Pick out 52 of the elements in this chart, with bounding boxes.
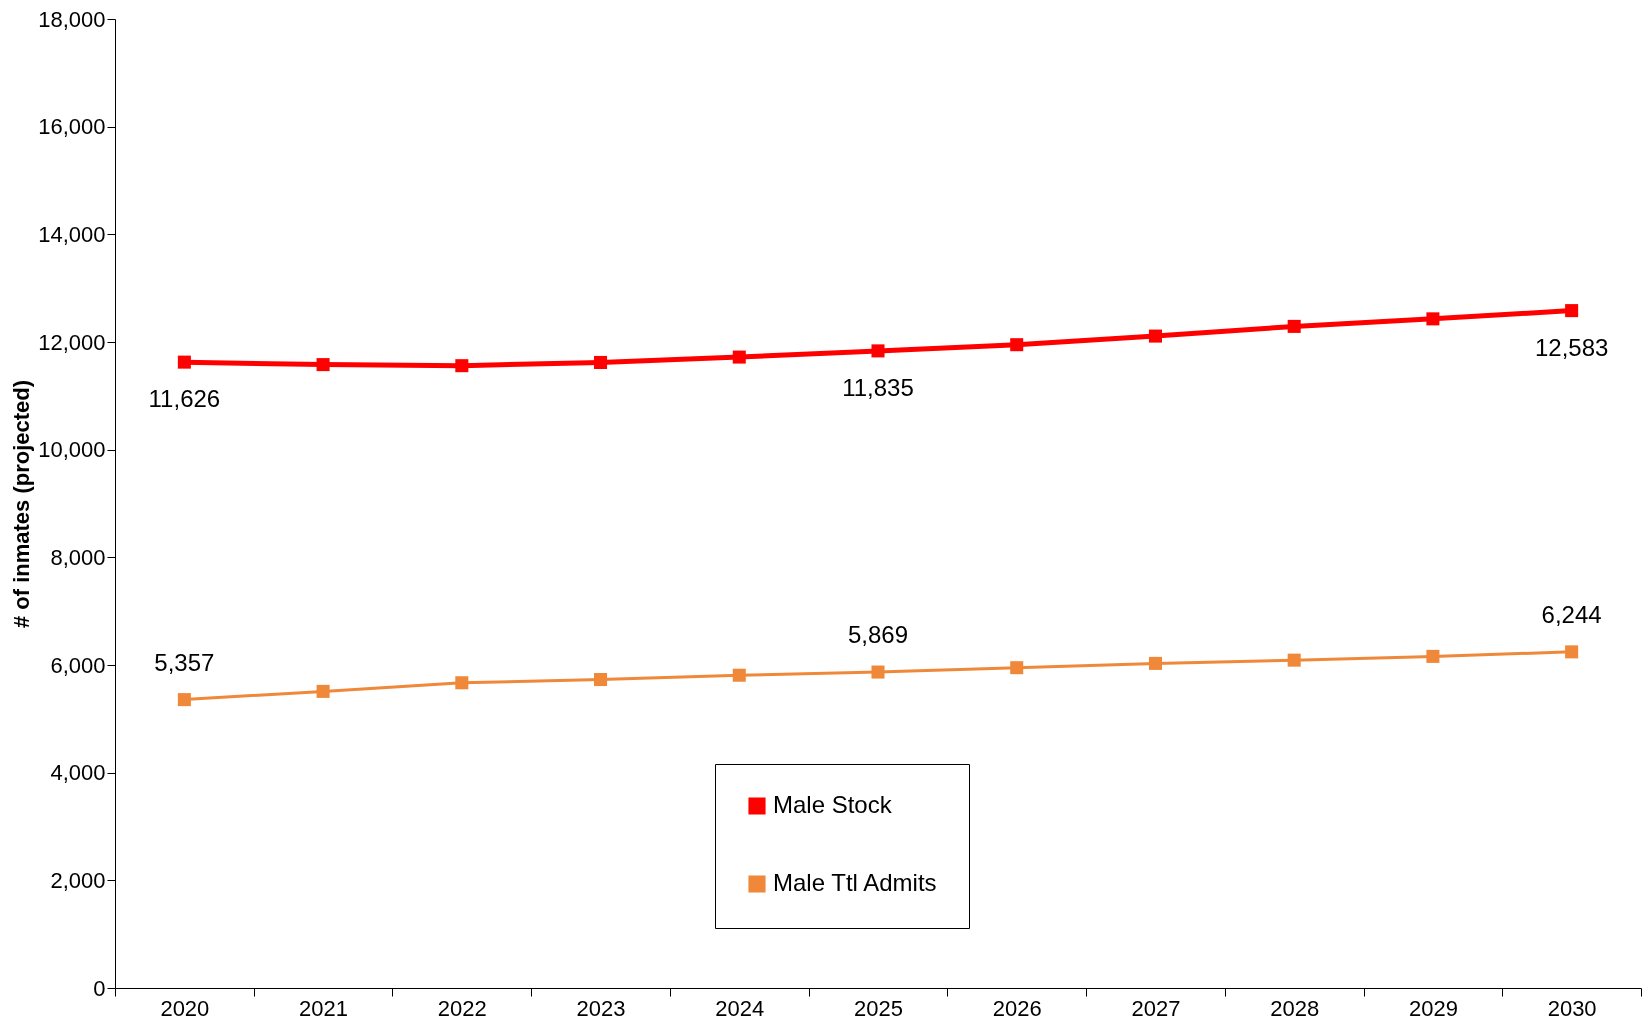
y-tick-label: 10,000 (38, 437, 106, 463)
data-label: 11,626 (148, 385, 221, 413)
point (1010, 661, 1024, 675)
point (1287, 319, 1301, 333)
point (1010, 338, 1024, 352)
point (177, 355, 191, 369)
point (1565, 304, 1579, 318)
x-tick-label: 2024 (715, 995, 765, 1021)
point (316, 358, 330, 372)
point (1426, 649, 1440, 663)
x-tick-label: 2020 (160, 995, 210, 1021)
point (732, 350, 746, 364)
point (316, 684, 330, 698)
y-tick-label: 0 (93, 975, 106, 1001)
y-axis-title: # of inmates (projected) (9, 379, 35, 629)
x-tick-label: 2026 (992, 995, 1042, 1021)
point (455, 359, 469, 373)
point (1148, 656, 1162, 670)
point (871, 344, 885, 358)
y-tick-label: 6,000 (50, 652, 106, 678)
y-tick-label: 2,000 (50, 867, 106, 893)
point (455, 676, 469, 690)
y-tick-label: 12,000 (38, 329, 106, 355)
point (1148, 329, 1162, 343)
legend-label: Male Stock (773, 791, 893, 818)
x-tick-label: 2022 (437, 995, 487, 1021)
point (732, 668, 746, 682)
y-tick-label: 8,000 (50, 544, 106, 570)
x-tick-label: 2028 (1270, 995, 1320, 1021)
data-label: 11,835 (842, 373, 914, 401)
x-tick-label: 2025 (854, 995, 903, 1021)
data-label: 5,869 (847, 621, 909, 649)
x-tick-label: 2027 (1131, 995, 1181, 1021)
legend-label: Male Ttl Admits (773, 869, 937, 896)
y-tick-label: 16,000 (38, 114, 106, 140)
point (1426, 312, 1440, 326)
x-tick-label: 2029 (1408, 995, 1458, 1021)
x-tick-label: 2023 (576, 995, 626, 1021)
x-tick-label: 2021 (299, 995, 349, 1021)
point (594, 355, 608, 369)
point (871, 665, 885, 679)
data-label: 5,357 (154, 648, 215, 676)
point (177, 693, 191, 707)
point (594, 673, 608, 687)
x-tick-label: 2030 (1547, 995, 1597, 1021)
point (1287, 653, 1301, 667)
point (1565, 645, 1579, 659)
data-label: 12,583 (1534, 333, 1609, 361)
y-tick-label: 14,000 (38, 221, 106, 247)
y-tick-label: 18,000 (38, 6, 106, 32)
data-label: 6,244 (1541, 600, 1602, 628)
y-tick-label: 4,000 (50, 760, 106, 786)
